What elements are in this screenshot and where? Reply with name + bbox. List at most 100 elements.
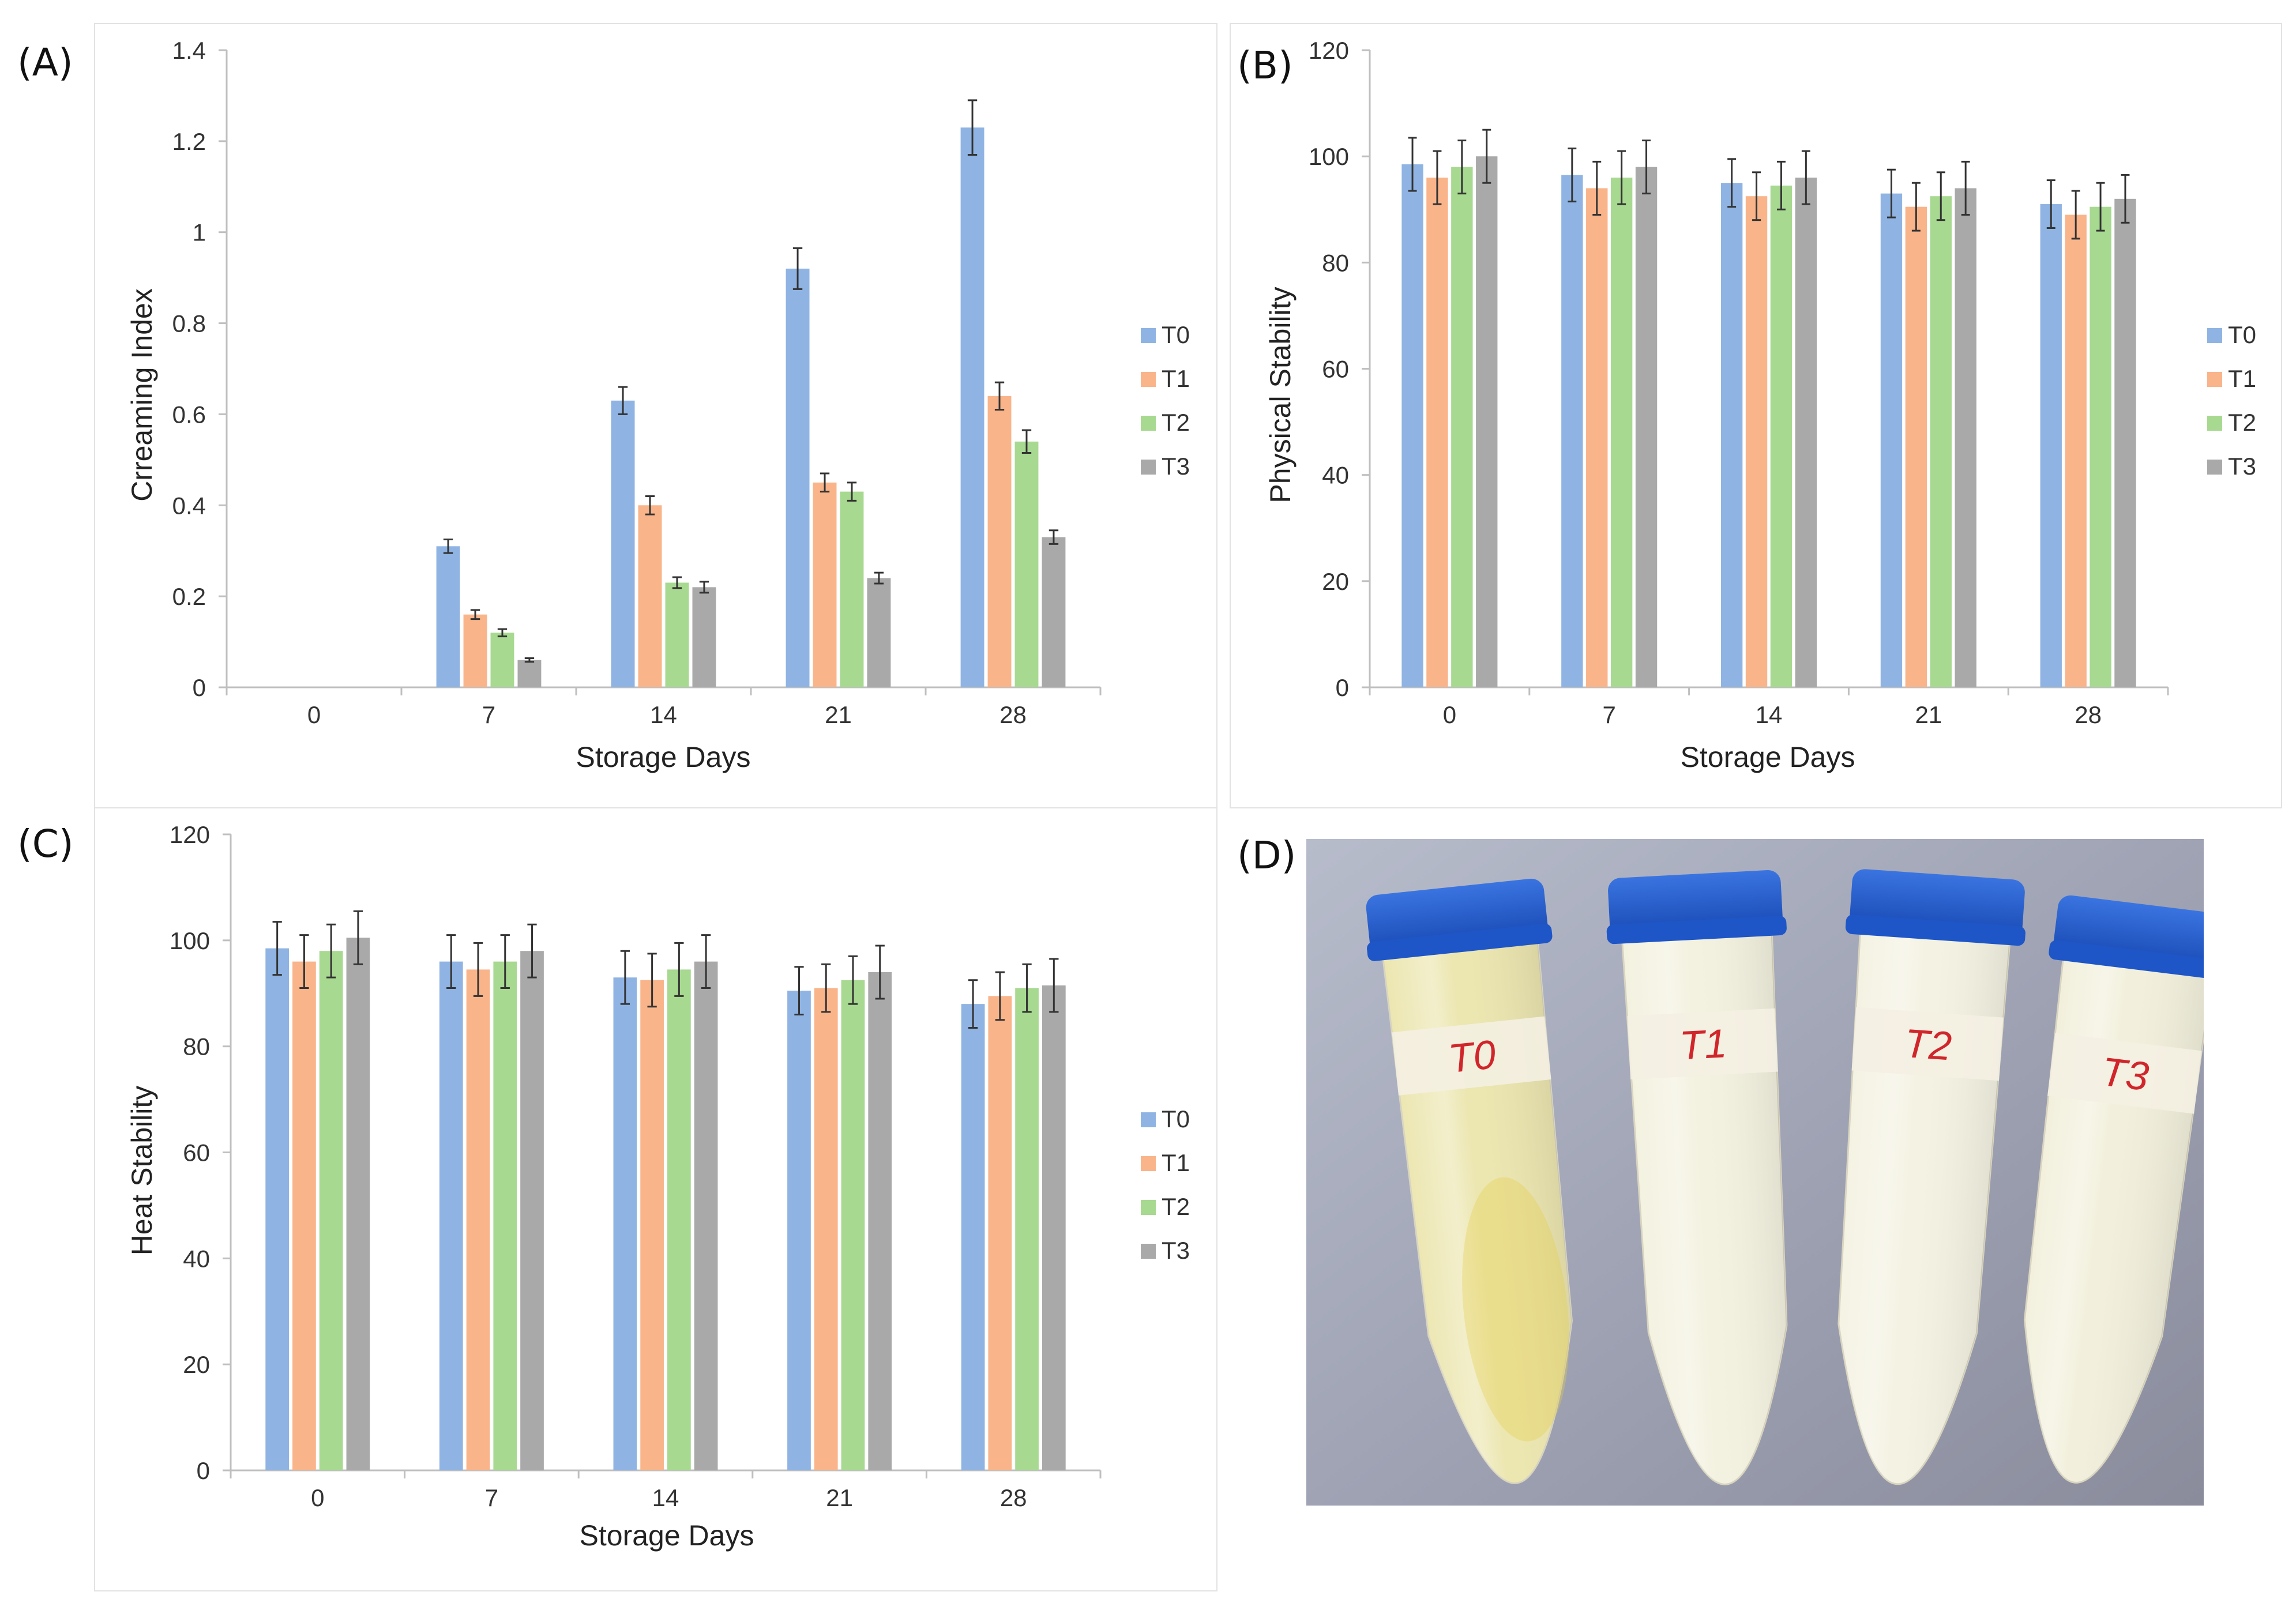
y-tick-label: 1.2 (172, 128, 206, 155)
y-tick-label: 40 (1322, 462, 1349, 489)
legend-label-t1: T1 (1162, 1149, 1190, 1176)
bar-t3 (517, 660, 542, 687)
x-tick-label: 21 (826, 1484, 853, 1511)
bar-t1 (1905, 206, 1927, 687)
y-tick-label: 0.8 (172, 310, 206, 337)
legend-swatch-t0 (1141, 328, 1156, 343)
bar-t2 (1451, 167, 1473, 687)
y-tick-label: 60 (1322, 356, 1349, 383)
bar-t0 (787, 991, 811, 1470)
tube-label-band (1851, 1007, 2004, 1081)
y-tick-label: 0.4 (172, 492, 206, 519)
bar-t3 (1476, 156, 1498, 687)
x-tick-label: 0 (307, 701, 321, 728)
legend-swatch-t3 (2207, 460, 2222, 475)
bar-t2 (665, 582, 689, 687)
tube-label-band (1392, 1016, 1551, 1096)
bar-t1 (463, 614, 487, 687)
legend-label-t2: T2 (2228, 409, 2256, 436)
bar-t3 (1042, 537, 1066, 687)
panel-b-label: (B) (1237, 43, 1293, 88)
y-tick-label: 120 (170, 821, 210, 848)
bar-t0 (265, 948, 290, 1470)
bar-t3 (1635, 167, 1658, 687)
bar-t3 (1042, 985, 1066, 1470)
legend-label-t1: T1 (1162, 365, 1190, 392)
bar-t0 (1720, 183, 1743, 687)
x-tick-label: 21 (1915, 701, 1942, 728)
x-tick-label: 7 (482, 701, 495, 728)
x-axis-title: Storage Days (1681, 741, 1855, 773)
legend-swatch-t2 (2207, 416, 2222, 431)
bar-t2 (1015, 988, 1039, 1470)
bar-t0 (436, 546, 460, 687)
bar-t2 (493, 961, 517, 1470)
legend-label-t3: T3 (2228, 453, 2256, 480)
panel-d-label: (D) (1237, 833, 1297, 878)
y-tick-label: 100 (170, 927, 210, 954)
tube-2: T2 (1837, 869, 2026, 1485)
y-tick-label: 0 (193, 674, 206, 701)
legend-swatch-t2 (1141, 1200, 1156, 1215)
x-tick-label: 21 (825, 701, 852, 728)
tube-cap-rim (1845, 915, 2026, 946)
bar-t1 (1745, 196, 1768, 688)
x-tick-label: 28 (1000, 1484, 1027, 1511)
y-tick-label: 40 (183, 1245, 210, 1272)
bar-t2 (490, 633, 514, 687)
bar-t1 (987, 396, 1012, 687)
legend-swatch-t0 (1141, 1112, 1156, 1127)
x-tick-label: 28 (999, 701, 1027, 728)
x-tick-label: 14 (650, 701, 677, 728)
bar-t0 (1561, 175, 1583, 687)
bar-t1 (814, 988, 838, 1470)
tube-1: T1 (1606, 870, 1788, 1485)
bar-t1 (638, 505, 662, 687)
panel-a-label: (A) (17, 40, 73, 85)
tube-label-band (1627, 1008, 1778, 1079)
chart-b-physical-stability: 0 20 40 60 80 100 120 0 7 14 21 28 T0 T1 T2 T3 Physical… (1264, 37, 2256, 773)
legend-label-t2: T2 (1162, 409, 1190, 436)
bar-t0 (2040, 204, 2062, 688)
bar-t1 (813, 482, 837, 687)
legend-swatch-t3 (1141, 1244, 1156, 1259)
legend-label-t3: T3 (1162, 453, 1190, 480)
bar-t0 (786, 268, 810, 687)
x-tick-label: 7 (485, 1484, 498, 1511)
bar-t2 (841, 980, 865, 1470)
bar-t2 (1930, 196, 1952, 688)
x-tick-label: 0 (1443, 701, 1456, 728)
y-axis-title: Crreaming Index (126, 288, 158, 502)
legend-swatch-t3 (1141, 460, 1156, 475)
bar-t3 (868, 972, 892, 1470)
bar-t0 (1880, 193, 1903, 687)
legend-label-t2: T2 (1162, 1193, 1190, 1220)
tube-label-band (2047, 1033, 2202, 1114)
y-tick-label: 0 (197, 1457, 210, 1484)
bar-t3 (2114, 198, 2136, 687)
tube-3: T3 (2023, 895, 2204, 1484)
y-axis-title: Heat Stability (126, 1086, 158, 1256)
chart-a-creaming-index: 0 0.2 0.4 0.6 0.8 1 1.2 1.4 0 7 14 21 28 T0 T1 T2 T3 Crr… (126, 37, 1190, 773)
y-tick-label: 0 (1336, 674, 1349, 701)
tube-label-text: T3 (2099, 1049, 2151, 1099)
bar-t1 (640, 980, 664, 1470)
y-tick-label: 20 (183, 1351, 210, 1378)
legend-swatch-t1 (1141, 1156, 1156, 1171)
bar-t2 (319, 951, 343, 1470)
bar-t3 (1795, 178, 1817, 687)
legend-swatch-t1 (2207, 372, 2222, 387)
x-tick-label: 28 (2075, 701, 2102, 728)
bar-t0 (1401, 164, 1423, 687)
legend-swatch-t2 (1141, 416, 1156, 431)
bar-t1 (2065, 215, 2087, 687)
bar-t2 (1014, 441, 1039, 687)
chart-c-heat-stability: 0 20 40 60 80 100 120 0 7 14 21 28 T0 T1 T2 T3 Heat Sta… (126, 821, 1190, 1552)
y-tick-label: 120 (1309, 37, 1349, 64)
tube-cap-rim (1367, 923, 1553, 961)
x-axis-title: Storage Days (576, 741, 751, 773)
y-tick-label: 100 (1309, 143, 1349, 170)
yellow-tint (1462, 1177, 1569, 1442)
legend-swatch-t0 (2207, 328, 2222, 343)
y-tick-label: 1.4 (172, 37, 206, 64)
